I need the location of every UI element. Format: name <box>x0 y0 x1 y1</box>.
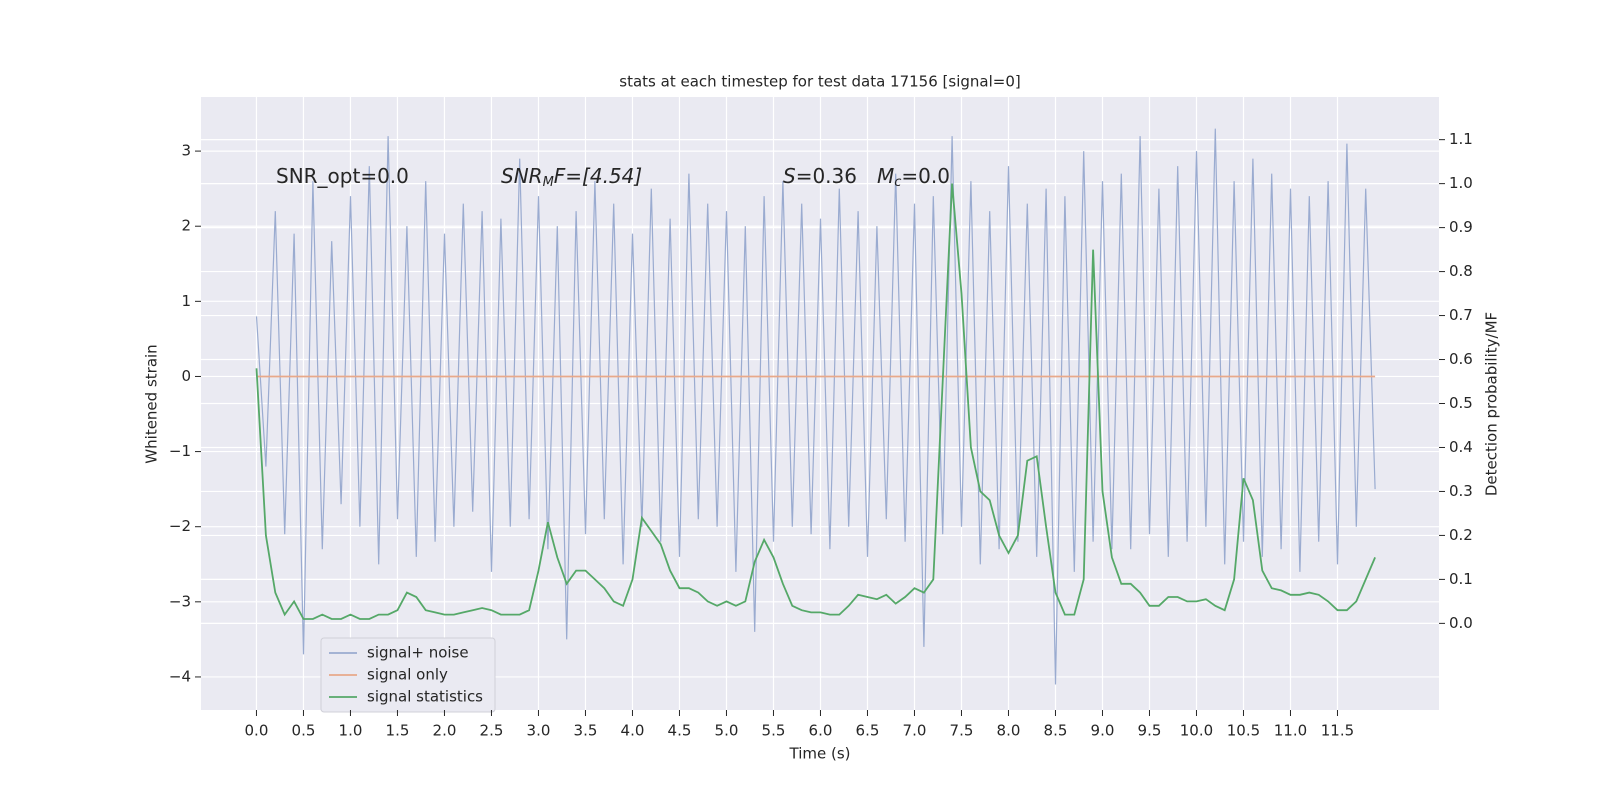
annotation-text: M <box>877 164 894 188</box>
series-line <box>255 183 1376 620</box>
x-tick-label: 11.0 <box>1274 722 1307 740</box>
x-tick-label: 10.0 <box>1180 722 1213 740</box>
y-tick-label: −4 <box>169 667 191 685</box>
y2-tick-label: 0.4 <box>1449 438 1473 456</box>
x-tick-label: 9.0 <box>1091 722 1115 740</box>
legend: signal+ noise signal only signal statistic… <box>320 637 496 713</box>
annotation-text: SNR_opt=0.0 <box>276 164 409 188</box>
legend-label: signal statistics <box>367 688 483 706</box>
y2-tick-label: 0.6 <box>1449 350 1473 368</box>
x-tick-label: 7.0 <box>903 722 927 740</box>
x-tick-label: 3.0 <box>527 722 551 740</box>
x-tick-label: 1.5 <box>386 722 410 740</box>
y-tick-label: −2 <box>169 517 191 535</box>
x-tick-label: 5.0 <box>715 722 739 740</box>
y2-tick-label: 0.9 <box>1449 218 1473 236</box>
x-tick-label: 4.5 <box>668 722 692 740</box>
x-tick-label: 0.5 <box>292 722 316 740</box>
x-tick-label: 1.0 <box>339 722 363 740</box>
y-tick-label: −3 <box>169 592 191 610</box>
annotation-text: =0.0 <box>901 164 950 188</box>
annotation-text: SNR <box>501 164 543 188</box>
annotation: SNRMF=[4.54] <box>501 164 642 190</box>
annotation: S=0.36 <box>783 164 857 188</box>
y2-tick-label: 0.1 <box>1449 570 1473 588</box>
x-tick-label: 9.5 <box>1138 722 1162 740</box>
x-tick-label: 10.5 <box>1227 722 1260 740</box>
x-tick-label: 8.0 <box>997 722 1021 740</box>
x-tick-label: 7.5 <box>950 722 974 740</box>
y-tick-label: 3 <box>181 142 191 160</box>
x-tick-label: 8.5 <box>1044 722 1068 740</box>
y-tick-label: 2 <box>181 217 191 235</box>
x-tick-label: 3.5 <box>574 722 598 740</box>
x-tick-label: 5.5 <box>762 722 786 740</box>
x-tick-label: 2.0 <box>433 722 457 740</box>
annotation-subscript: c <box>894 175 901 190</box>
y2-tick-label: 0.0 <box>1449 614 1473 632</box>
annotation-subscript: M <box>543 175 554 190</box>
x-axis-label: Time (s) <box>789 745 851 763</box>
y2-tick-label: 1.0 <box>1449 174 1473 192</box>
x-tick-label: 6.5 <box>856 722 880 740</box>
annotation: Mc=0.0 <box>877 164 950 190</box>
annotation: SNR_opt=0.0 <box>276 164 409 188</box>
y2-tick-label: 0.8 <box>1449 262 1473 280</box>
annotation-text: S <box>783 164 796 188</box>
chart-title: stats at each timestep for test data 171… <box>619 73 1020 91</box>
y-tick-label: 1 <box>181 292 191 310</box>
y2-tick-label: 0.2 <box>1449 526 1473 544</box>
y2-tick-label: 0.7 <box>1449 306 1473 324</box>
legend-label: signal only <box>367 666 448 684</box>
annotation-text: =0.36 <box>796 164 857 188</box>
x-tick-label: 6.0 <box>809 722 833 740</box>
y-axis-label: Whitened strain <box>143 344 161 463</box>
y-tick-label: 0 <box>181 367 191 385</box>
x-tick-label: 0.0 <box>245 722 269 740</box>
legend-label: signal+ noise <box>367 644 469 662</box>
x-tick-label: 11.5 <box>1321 722 1354 740</box>
marks <box>255 128 1376 685</box>
y2-tick-label: 0.3 <box>1449 482 1473 500</box>
annotation-text: F=[4.54] <box>554 164 642 188</box>
legend-box <box>320 637 496 713</box>
x-tick-label: 2.5 <box>480 722 504 740</box>
y2-tick-label: 0.5 <box>1449 394 1473 412</box>
y2-tick-label: 1.1 <box>1449 130 1473 148</box>
x-tick-label: 4.0 <box>621 722 645 740</box>
y2-axis-label: Detection probability/MF <box>1483 312 1501 496</box>
y-tick-label: −1 <box>169 442 191 460</box>
